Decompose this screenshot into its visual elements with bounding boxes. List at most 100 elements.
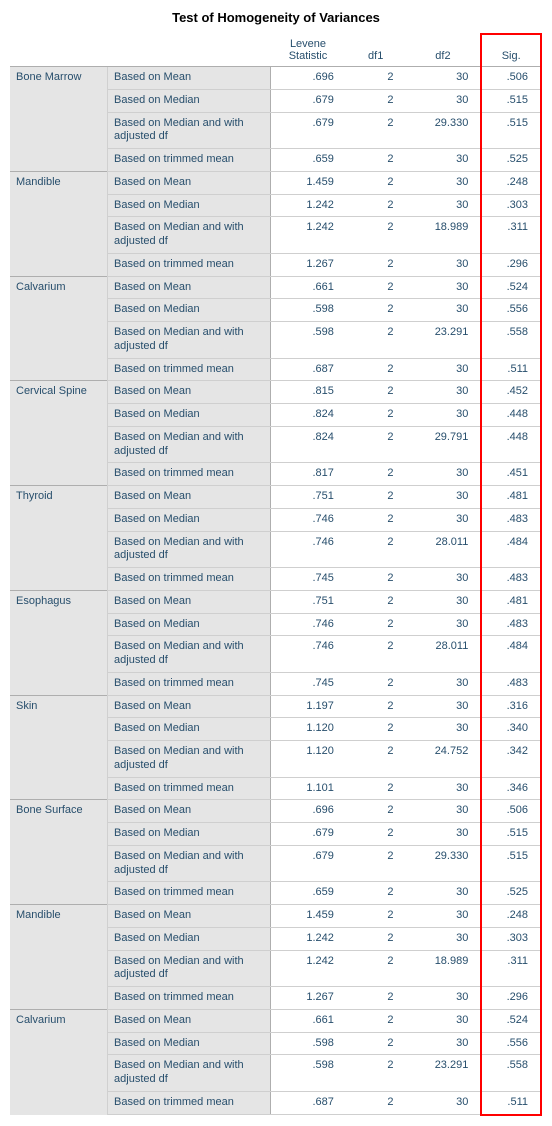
sig-value: .483 — [481, 568, 541, 591]
sig-value: .556 — [481, 299, 541, 322]
levene-value: .598 — [270, 1032, 346, 1055]
df2-value: 30 — [406, 987, 482, 1010]
levene-value: .659 — [270, 882, 346, 905]
df1-value: 2 — [346, 426, 406, 463]
header-df1: df1 — [346, 34, 406, 67]
levene-value: .696 — [270, 67, 346, 90]
df1-value: 2 — [346, 845, 406, 882]
levene-value: 1.267 — [270, 253, 346, 276]
sig-value: .525 — [481, 149, 541, 172]
method-label: Based on Median — [108, 508, 271, 531]
df1-value: 2 — [346, 67, 406, 90]
levene-value: 1.197 — [270, 695, 346, 718]
df2-value: 30 — [406, 672, 482, 695]
sig-value: .451 — [481, 463, 541, 486]
df1-value: 2 — [346, 823, 406, 846]
sig-value: .515 — [481, 89, 541, 112]
df1-value: 2 — [346, 194, 406, 217]
method-label: Based on Median and with adjusted df — [108, 741, 271, 778]
group-label: Bone Surface — [10, 800, 108, 905]
df1-value: 2 — [346, 404, 406, 427]
levene-value: .746 — [270, 636, 346, 673]
df2-value: 30 — [406, 299, 482, 322]
df2-value: 30 — [406, 613, 482, 636]
sig-value: .340 — [481, 718, 541, 741]
sig-value: .525 — [481, 882, 541, 905]
sig-value: .558 — [481, 322, 541, 359]
levene-value: .598 — [270, 1055, 346, 1092]
header-row: Levene Statistic df1 df2 Sig. — [10, 34, 541, 67]
df1-value: 2 — [346, 568, 406, 591]
levene-value: .598 — [270, 322, 346, 359]
group-label: Skin — [10, 695, 108, 800]
levene-value: .696 — [270, 800, 346, 823]
header-df2: df2 — [406, 34, 482, 67]
sig-value: .303 — [481, 194, 541, 217]
method-label: Based on Median — [108, 927, 271, 950]
df1-value: 2 — [346, 171, 406, 194]
table-row: CalvariumBased on Mean.661230.524 — [10, 276, 541, 299]
df1-value: 2 — [346, 322, 406, 359]
df2-value: 30 — [406, 404, 482, 427]
df2-value: 18.989 — [406, 950, 482, 987]
sig-value: .311 — [481, 950, 541, 987]
df2-value: 30 — [406, 463, 482, 486]
levene-value: .745 — [270, 568, 346, 591]
levene-value: .746 — [270, 531, 346, 568]
sig-value: .483 — [481, 613, 541, 636]
levene-value: .746 — [270, 613, 346, 636]
sig-value: .558 — [481, 1055, 541, 1092]
method-label: Based on Median and with adjusted df — [108, 950, 271, 987]
table-title: Test of Homogeneity of Variances — [10, 10, 542, 25]
df2-value: 28.011 — [406, 531, 482, 568]
df2-value: 30 — [406, 568, 482, 591]
df2-value: 30 — [406, 194, 482, 217]
df2-value: 30 — [406, 1009, 482, 1032]
table-row: SkinBased on Mean1.197230.316 — [10, 695, 541, 718]
df2-value: 30 — [406, 67, 482, 90]
header-blank-2 — [108, 34, 271, 67]
header-levene: Levene Statistic — [270, 34, 346, 67]
sig-value: .515 — [481, 823, 541, 846]
levene-value: .687 — [270, 358, 346, 381]
df2-value: 30 — [406, 823, 482, 846]
df1-value: 2 — [346, 89, 406, 112]
df2-value: 30 — [406, 882, 482, 905]
method-label: Based on Median — [108, 718, 271, 741]
sig-value: .296 — [481, 253, 541, 276]
sig-value: .515 — [481, 112, 541, 149]
df1-value: 2 — [346, 636, 406, 673]
df1-value: 2 — [346, 381, 406, 404]
df1-value: 2 — [346, 987, 406, 1010]
sig-value: .448 — [481, 404, 541, 427]
df1-value: 2 — [346, 950, 406, 987]
table-row: MandibleBased on Mean1.459230.248 — [10, 905, 541, 928]
levene-value: .687 — [270, 1091, 346, 1114]
sig-value: .483 — [481, 508, 541, 531]
df2-value: 30 — [406, 695, 482, 718]
table-row: Cervical SpineBased on Mean.815230.452 — [10, 381, 541, 404]
method-label: Based on Median — [108, 404, 271, 427]
levene-value: 1.120 — [270, 741, 346, 778]
levene-value: .751 — [270, 486, 346, 509]
df2-value: 23.291 — [406, 1055, 482, 1092]
levene-value: 1.120 — [270, 718, 346, 741]
df1-value: 2 — [346, 590, 406, 613]
levene-value: 1.242 — [270, 927, 346, 950]
df2-value: 30 — [406, 253, 482, 276]
df2-value: 30 — [406, 276, 482, 299]
df2-value: 23.291 — [406, 322, 482, 359]
df1-value: 2 — [346, 149, 406, 172]
group-label: Cervical Spine — [10, 381, 108, 486]
df1-value: 2 — [346, 217, 406, 254]
method-label: Based on trimmed mean — [108, 1091, 271, 1114]
method-label: Based on Median — [108, 194, 271, 217]
df1-value: 2 — [346, 1032, 406, 1055]
method-label: Based on Median and with adjusted df — [108, 426, 271, 463]
sig-value: .481 — [481, 590, 541, 613]
df2-value: 30 — [406, 800, 482, 823]
levene-value: 1.459 — [270, 905, 346, 928]
df1-value: 2 — [346, 508, 406, 531]
method-label: Based on trimmed mean — [108, 672, 271, 695]
group-label: Mandible — [10, 905, 108, 1010]
